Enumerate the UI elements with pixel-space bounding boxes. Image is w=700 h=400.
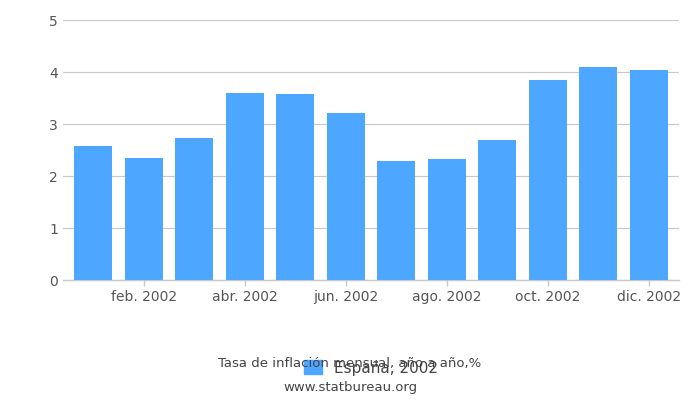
Bar — [276, 94, 314, 280]
Bar — [175, 138, 214, 280]
Bar — [125, 158, 162, 280]
Bar — [630, 70, 668, 280]
Bar — [428, 159, 466, 280]
Legend: España, 2002: España, 2002 — [304, 360, 438, 376]
Bar — [580, 67, 617, 280]
Bar — [74, 146, 112, 280]
Bar — [226, 93, 264, 280]
Text: Tasa de inflación mensual, año a año,%: Tasa de inflación mensual, año a año,% — [218, 358, 482, 370]
Bar — [528, 80, 567, 280]
Bar — [478, 140, 516, 280]
Bar — [377, 162, 415, 280]
Text: www.statbureau.org: www.statbureau.org — [283, 382, 417, 394]
Bar — [327, 112, 365, 280]
